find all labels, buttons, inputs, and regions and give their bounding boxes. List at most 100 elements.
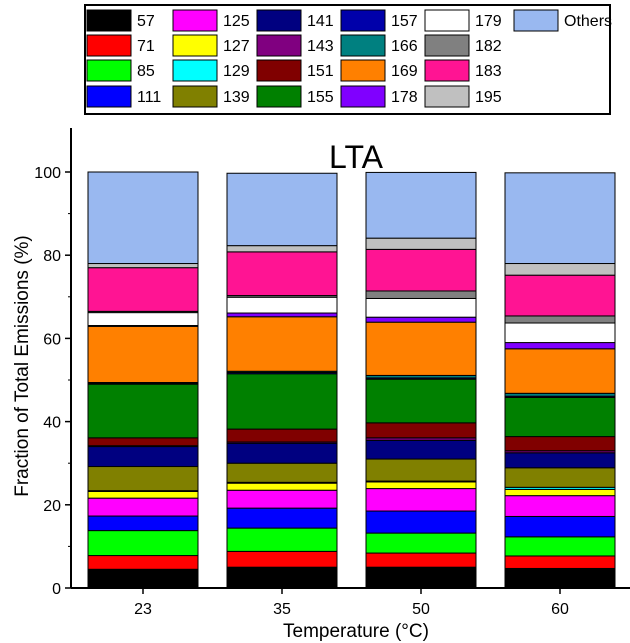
y-tick-label: 60 [43, 331, 61, 348]
legend-swatch-157 [340, 9, 386, 32]
bar-segment-others-23 [87, 171, 199, 265]
bar-segment-141-60 [504, 452, 616, 469]
legend-label-179: 179 [475, 13, 502, 30]
legend-label-143: 143 [307, 38, 334, 55]
bar-segment-183-35 [226, 251, 338, 297]
bar-segment-182-50 [365, 290, 477, 299]
bar-segment-127-60 [504, 488, 616, 497]
legend-label-71: 71 [137, 38, 155, 55]
legend-swatch-143 [256, 34, 302, 57]
legend-swatch-71 [86, 34, 132, 57]
legend-label-139: 139 [223, 89, 250, 106]
bar-segment-151-60 [504, 436, 616, 452]
legend-swatch-195 [424, 85, 470, 108]
legend-swatch-141 [256, 9, 302, 32]
bar-segment-111-23 [87, 515, 199, 532]
bar-segment-141-35 [226, 442, 338, 464]
legend-label-166: 166 [391, 38, 418, 55]
x-tick-label-50: 50 [412, 601, 430, 618]
legend-label-57: 57 [137, 13, 155, 30]
legend-swatch-139 [172, 85, 218, 108]
x-tick-label-60: 60 [551, 601, 569, 618]
bar-segment-141-23 [87, 446, 199, 468]
legend-label-182: 182 [475, 38, 502, 55]
bar-segment-139-60 [504, 467, 616, 488]
x-axis-label: Temperature (°C) [283, 621, 429, 642]
bar-segment-127-23 [87, 490, 199, 499]
legend-swatch-179 [424, 9, 470, 32]
legend-label-157: 157 [391, 13, 418, 30]
bar-segment-57-23 [87, 568, 199, 589]
y-tick-label: 40 [43, 415, 61, 432]
bar-segment-195-35 [226, 245, 338, 253]
bar-segment-179-60 [504, 322, 616, 344]
legend-swatch-178 [340, 85, 386, 108]
legend-label-169: 169 [391, 63, 418, 80]
legend-label-178: 178 [391, 89, 418, 106]
bar-segment-71-50 [365, 552, 477, 568]
bar-segment-178-60 [504, 342, 616, 350]
legend-swatch-127 [172, 34, 218, 57]
bar-segment-111-35 [226, 507, 338, 529]
bar-segment-155-35 [226, 373, 338, 430]
bar-segment-125-23 [87, 497, 199, 517]
bar-segment-183-23 [87, 267, 199, 312]
bar-segment-179-35 [226, 296, 338, 314]
bar-segment-125-60 [504, 495, 616, 517]
bar-segment-125-50 [365, 488, 477, 512]
bar-segment-195-23 [87, 263, 199, 269]
bar-segment-85-35 [226, 527, 338, 552]
legend-swatch-166 [340, 34, 386, 57]
legend-swatch-182 [424, 34, 470, 57]
bar-segment-139-35 [226, 462, 338, 483]
bar-segment-141-50 [365, 439, 477, 460]
legend-label-others: Others [564, 13, 612, 30]
x-tick-label-23: 23 [134, 601, 152, 618]
legend-swatch-155 [256, 85, 302, 108]
legend-label-151: 151 [307, 63, 334, 80]
bar-segment-182-60 [504, 315, 616, 324]
legend-swatch-111 [86, 85, 132, 108]
bar-segment-111-50 [365, 510, 477, 534]
legend-label-125: 125 [223, 13, 250, 30]
bar-segment-85-50 [365, 532, 477, 554]
bar-segment-139-50 [365, 458, 477, 482]
legend-label-129: 129 [223, 63, 250, 80]
bar-segment-57-35 [226, 566, 338, 589]
legend-label-195: 195 [475, 89, 502, 106]
bar-segment-others-50 [365, 171, 477, 239]
bar-segment-155-60 [504, 396, 616, 438]
legend-swatch-183 [424, 59, 470, 82]
legend-entries: 57 71 85 111 125 127 129 139 141 143 151 155 157 166 1… [86, 9, 612, 108]
bar-segment-179-50 [365, 297, 477, 318]
bar-segment-195-50 [365, 237, 477, 250]
bar-segment-127-50 [365, 481, 477, 490]
legend-label-85: 85 [137, 63, 155, 80]
x-tick-label-35: 35 [273, 601, 291, 618]
bar-segment-169-50 [365, 321, 477, 376]
bar-segment-169-60 [504, 348, 616, 394]
legend-label-111: 111 [137, 89, 161, 106]
y-tick-label: 20 [43, 498, 61, 515]
bar-segment-others-35 [226, 172, 338, 247]
bar-segment-179-23 [87, 312, 199, 327]
legend-swatch-125 [172, 9, 218, 32]
bar-segment-others-60 [504, 172, 616, 265]
bar-segment-127-35 [226, 482, 338, 491]
bar-segment-195-60 [504, 263, 616, 276]
bar-segment-169-35 [226, 316, 338, 372]
bar-segment-85-60 [504, 536, 616, 557]
bar-segment-139-23 [87, 466, 199, 492]
legend-swatch-85 [86, 59, 132, 82]
bar-segment-155-23 [87, 383, 199, 439]
legend-label-127: 127 [223, 38, 250, 55]
bar-segment-183-60 [504, 274, 616, 317]
y-axis-label: Fraction of Total Emissions (%) [12, 235, 33, 497]
legend-swatch-others [513, 9, 559, 32]
y-tick-label: 80 [43, 248, 61, 265]
bar-segment-71-60 [504, 555, 616, 569]
bar-segment-155-50 [365, 378, 477, 424]
bar-segment-169-23 [87, 325, 199, 383]
bar-segment-71-35 [226, 550, 338, 568]
